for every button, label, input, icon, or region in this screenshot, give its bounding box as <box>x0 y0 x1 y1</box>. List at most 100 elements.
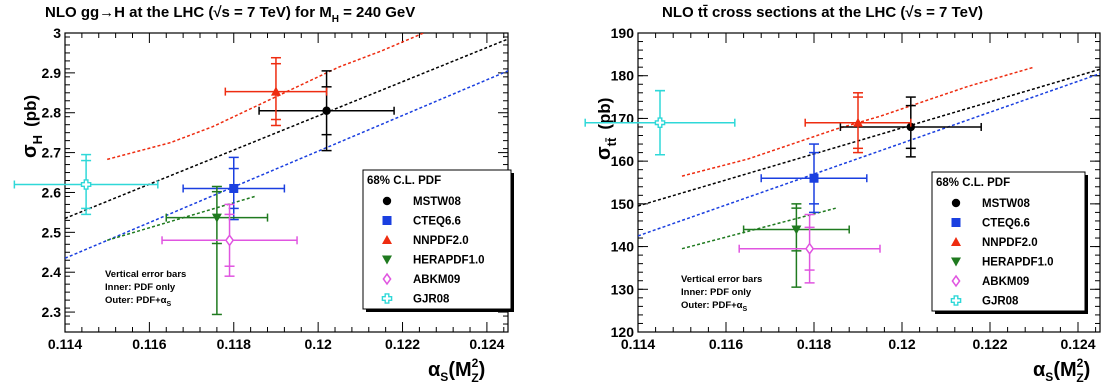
error-bar-note: Vertical error bars Inner: PDF only Oute… <box>105 269 186 308</box>
series-mstw08 <box>258 70 395 152</box>
y-axis-label: σH(pb) <box>19 95 45 158</box>
note-line: Inner: PDF only <box>105 282 176 293</box>
plot-frame <box>637 32 1101 333</box>
legend-label: HERAPDF1.0 <box>413 255 485 267</box>
series-nnpdf2-0 <box>804 92 912 154</box>
y-tick-label: 2.3 <box>42 304 62 320</box>
series-gjr08 <box>584 89 736 156</box>
chart-title: NLO gg→H at the LHC (√s = 7 TeV) for MH … <box>45 4 415 25</box>
x-tick-label: 0.118 <box>217 336 251 352</box>
data-point <box>951 218 961 227</box>
data-point <box>791 225 802 235</box>
data-point <box>382 216 392 225</box>
data-point <box>654 117 666 129</box>
legend-entry: HERAPDF1.0 <box>951 257 1054 269</box>
note-line: Vertical error bars <box>681 274 762 285</box>
y-tick-label: 180 <box>611 68 635 84</box>
error-bar-note: Vertical error bars Inner: PDF only Oute… <box>681 274 762 313</box>
y-tick-label: 170 <box>611 110 635 126</box>
y-tick-label: 2.8 <box>42 105 62 121</box>
legend-label: CTEQ6.6 <box>413 216 461 228</box>
legend-label: NNPDF2.0 <box>982 237 1038 249</box>
trend-line <box>65 70 508 259</box>
legend-entry: GJR08 <box>950 295 1019 308</box>
legend-entry: ABKM09 <box>382 272 460 286</box>
trend-line <box>65 38 508 220</box>
y-tick-label: 150 <box>611 196 635 212</box>
data-point <box>229 183 239 193</box>
legend: 68% C.L. PDF MSTW08 CTEQ6.6 NNPDF2.0 HERAPDF… <box>931 171 1088 314</box>
legend-label: MSTW08 <box>982 198 1031 210</box>
data-point <box>950 295 962 306</box>
chart-panel-ttbar: NLO tt̄ cross sections at the LHC (√s = … <box>584 4 1101 385</box>
legend-entry: ABKM09 <box>951 274 1029 288</box>
legend-label: ABKM09 <box>413 274 460 286</box>
data-point <box>809 173 819 183</box>
y-tick-label: 120 <box>611 324 635 340</box>
x-tick-label: 0.124 <box>469 336 504 352</box>
data-point <box>951 257 961 267</box>
series-herapdf1-0 <box>742 203 850 288</box>
data-point <box>906 122 915 132</box>
data-point <box>382 272 392 286</box>
data-point <box>951 237 961 246</box>
legend-entry: HERAPDF1.0 <box>382 255 485 267</box>
note-line: Outer: PDF+αS <box>681 300 748 313</box>
legend-label: MSTW08 <box>413 196 462 208</box>
legend-label: NNPDF2.0 <box>413 235 469 247</box>
y-tick-label: 2.5 <box>42 224 62 240</box>
y-tick-label: 190 <box>611 25 635 41</box>
legend: 68% C.L. PDF MSTW08 CTEQ6.6 NNPDF2.0 HERAPDF… <box>362 169 514 312</box>
trend-line <box>106 33 424 161</box>
chart-title: NLO tt̄ cross sections at the LHC (√s = … <box>662 4 983 21</box>
legend-title: 68% C.L. PDF <box>936 177 1010 189</box>
x-tick-label: 0.12 <box>888 336 915 352</box>
x-tick-label: 0.116 <box>709 336 743 352</box>
y-tick-label: 2.7 <box>42 145 62 161</box>
trend-line <box>638 72 1100 237</box>
series-gjr08 <box>13 153 159 216</box>
data-point <box>853 117 863 127</box>
x-tick-label: 0.12 <box>305 336 332 352</box>
series-abkm09 <box>161 203 298 277</box>
series-mstw08 <box>839 96 982 158</box>
series-cteq6-6 <box>182 156 286 221</box>
plot-area: 0.114 0.116 0.118 0.12 0.122 0.124 120 130 140 15… <box>584 25 1101 352</box>
data-point <box>382 196 392 206</box>
trend-line <box>106 195 256 242</box>
data-point <box>225 234 235 247</box>
y-axis-label: σtt̄(pb) <box>593 98 619 160</box>
x-tick-label: 0.122 <box>972 336 1007 352</box>
trend-line <box>638 68 1100 207</box>
legend-entry: CTEQ6.6 <box>382 216 461 228</box>
data-point <box>805 242 815 255</box>
legend-label: GJR08 <box>413 294 450 306</box>
x-axis-label: αS(M2 Z) <box>428 356 485 385</box>
legend-entry: NNPDF2.0 <box>382 235 469 247</box>
series-cteq6-6 <box>760 143 868 214</box>
y-tick-label: 2.9 <box>42 65 62 81</box>
y-tick-label: 160 <box>611 153 635 169</box>
legend-entry: MSTW08 <box>951 198 1031 210</box>
legend-entry: GJR08 <box>381 293 450 306</box>
series-abkm09 <box>738 213 881 284</box>
note-line: Inner: PDF only <box>681 287 752 298</box>
plot-area: 0.114 0.116 0.118 0.12 0.122 0.124 2.3 2.4 2.5 2.… <box>13 25 509 352</box>
data-point <box>382 235 392 244</box>
x-tick-label: 0.122 <box>385 336 420 352</box>
data-point <box>382 255 392 265</box>
legend-entry: CTEQ6.6 <box>951 218 1030 230</box>
data-point <box>270 86 281 96</box>
data-point <box>322 106 331 115</box>
y-tick-label: 2.6 <box>42 184 62 200</box>
y-tick-label: 140 <box>611 239 635 255</box>
y-tick-label: 130 <box>611 281 635 297</box>
x-tick-label: 0.114 <box>48 336 82 352</box>
data-point <box>211 213 222 223</box>
legend-title: 68% C.L. PDF <box>367 175 441 187</box>
chart-panel-higgs: NLO gg→H at the LHC (√s = 7 TeV) for MH … <box>13 4 514 385</box>
note-line: Outer: PDF+αS <box>105 295 172 308</box>
data-point <box>951 274 961 288</box>
y-tick-label: 2.4 <box>42 264 62 280</box>
